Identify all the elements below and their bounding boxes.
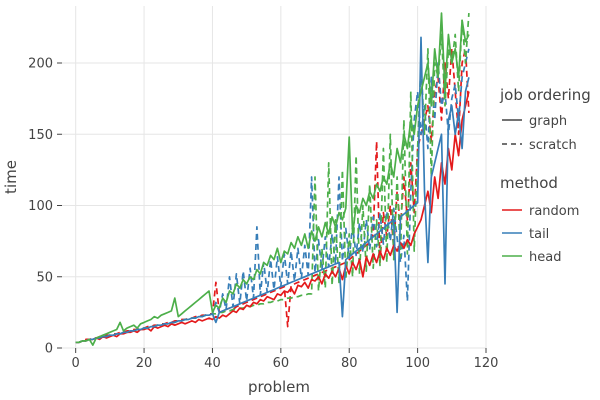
axes: 0 20 40 60 80 100 120 0 50 100 150 200 (28, 57, 498, 372)
x-axis-label: problem (248, 378, 310, 396)
legend-label-head: head (529, 250, 561, 265)
legend-title-method: method (500, 174, 558, 192)
series-line-random-scratch (75, 47, 470, 344)
legend-title-job-ordering: job ordering (499, 86, 591, 104)
y-axis-label: time (2, 160, 20, 194)
x-tick-label: 80 (341, 356, 358, 371)
x-tick-label: 100 (405, 356, 430, 371)
legend: job ordering graph scratch method random… (499, 86, 591, 265)
legend-label-scratch: scratch (529, 138, 577, 153)
x-tick-label: 60 (273, 356, 290, 371)
y-tick-label: 200 (28, 57, 53, 72)
legend-label-random: random (529, 204, 579, 219)
series-line-head-scratch (75, 13, 470, 344)
x-tick-label: 20 (136, 356, 153, 371)
y-tick-label: 0 (45, 342, 53, 357)
series-line-tail-graph (75, 36, 470, 344)
y-tick-label: 150 (28, 128, 53, 143)
x-tick-label: 40 (204, 356, 221, 371)
legend-label-graph: graph (529, 114, 567, 129)
series-group (75, 12, 470, 346)
series-line-tail-scratch (75, 48, 470, 344)
legend-label-tail: tail (529, 227, 549, 242)
x-tick-label: 120 (474, 356, 499, 371)
grid (62, 6, 487, 349)
y-tick-label: 50 (36, 270, 53, 285)
series-line-head-graph (75, 12, 470, 346)
y-tick-label: 100 (28, 199, 53, 214)
x-tick-label: 0 (72, 356, 80, 371)
